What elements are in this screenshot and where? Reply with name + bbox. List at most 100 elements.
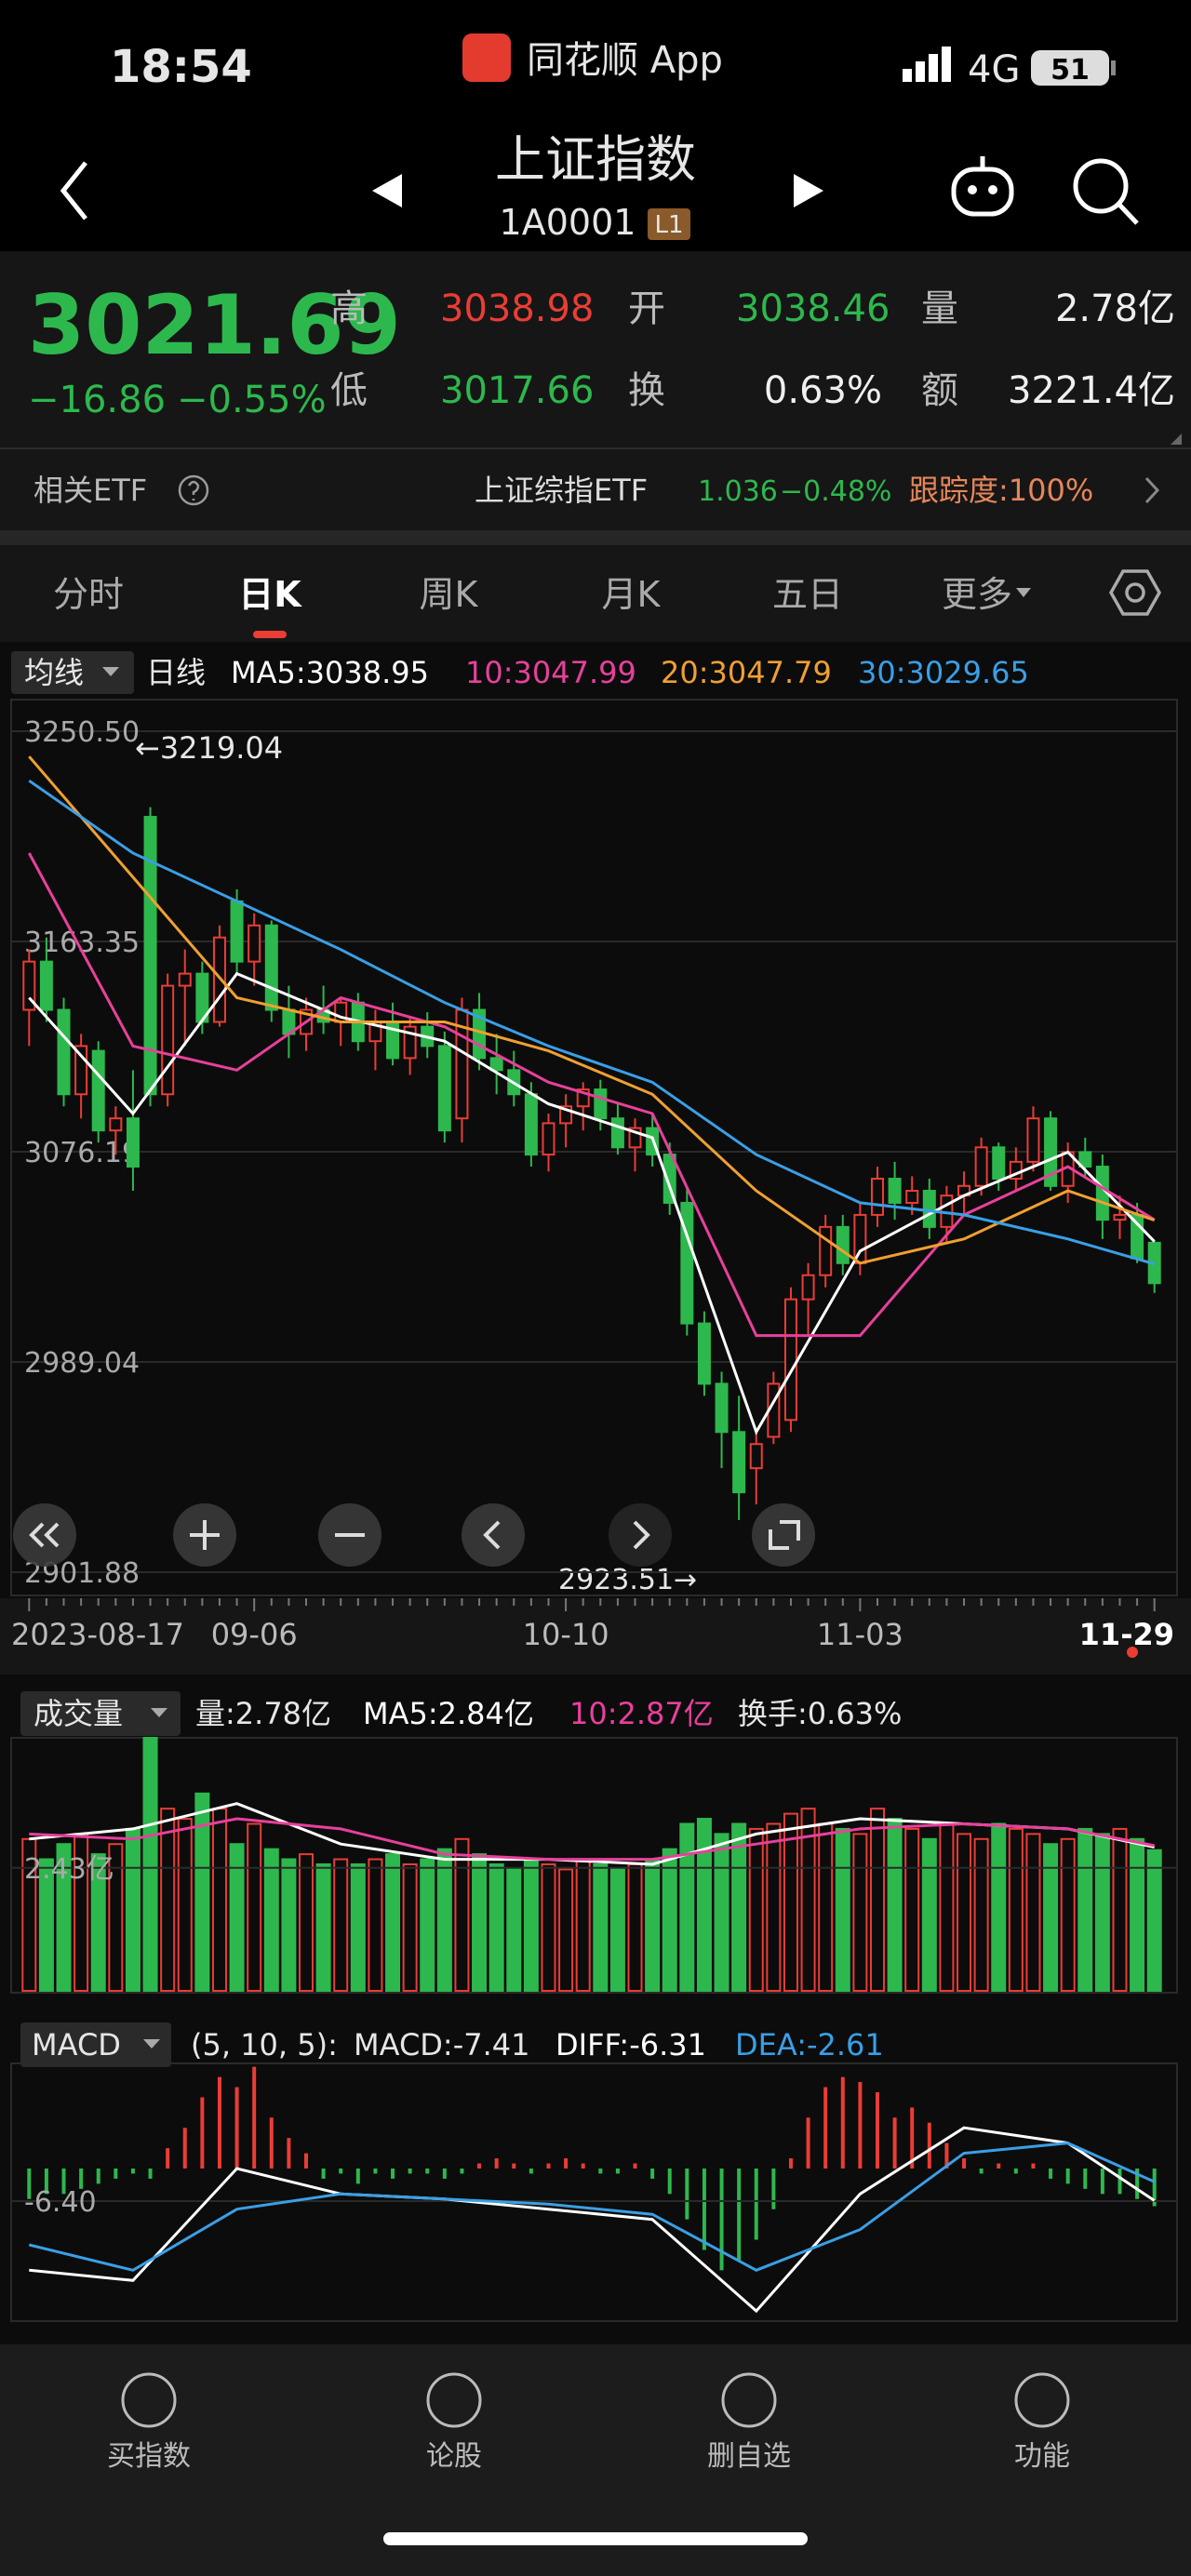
volume-bar [402,1863,418,1992]
volume-bar [1008,1827,1024,1993]
volume-bar [177,1818,193,1993]
next-button[interactable] [794,174,823,207]
chevron[interactable] [1144,476,1160,504]
volume-bar [1130,1837,1145,1993]
tab[interactable]: 周K [420,574,479,615]
volume-label: 量:2.78亿 [195,1696,331,1731]
nav-icon[interactable] [121,2372,177,2428]
volume-bar [56,1843,72,1992]
nav-label[interactable]: 删自选 [707,2440,791,2473]
home-indicator [383,2532,808,2545]
y-tick-label: 3250.50 [24,716,140,749]
x-tick-label: 11-29 [1079,1617,1174,1652]
tab[interactable]: 日K [238,574,302,615]
button-glyph [190,1520,220,1550]
candle-body [697,1322,711,1385]
latest-dot [1127,1647,1138,1658]
legend-entry: DIFF:-6.31 [555,2027,706,2062]
tab[interactable]: 月K [602,574,662,615]
legend-entry: MA5:3038.95 [231,655,429,690]
candle-body [783,1298,797,1421]
volume-bar [90,1853,106,1992]
field-label: 开 [628,287,665,330]
signal [903,47,951,82]
nav-label[interactable]: 买指数 [107,2440,191,2473]
help-icon[interactable] [178,474,209,506]
volume-bar [385,1853,401,1992]
volume-bar [160,1808,176,1993]
macd-selector[interactable] [20,2022,171,2067]
app-name: 同花顺 App [527,39,723,82]
volume-bar [609,1868,625,1992]
candle-body [248,924,261,963]
nav-label[interactable]: 功能 [1014,2440,1070,2473]
etf-name[interactable]: 上证综指ETF [475,473,648,508]
tab[interactable]: 分时 [53,574,124,615]
back-button[interactable] [60,161,87,220]
candle-body [1113,1213,1127,1221]
legend-entry: 30:3029.65 [858,655,1029,690]
chart-bg [0,642,1191,2344]
ma-selector-label: 均线 [24,655,84,690]
ma-line [28,2142,1156,2272]
volume-bar [800,1808,816,1993]
chart-button[interactable] [752,1503,815,1567]
volume-bar [142,1737,158,1992]
volume-bar [835,1827,850,1993]
nav-icon[interactable] [721,2372,777,2428]
volume-bar [662,1848,677,1993]
y-tick-label: 2.43亿 [24,1853,114,1886]
candle-body [489,1057,503,1072]
candle-body [836,1225,850,1264]
field-value: 3221.4亿 [1008,369,1175,412]
tab[interactable]: 五日 [772,574,843,615]
candle-body [922,1189,936,1228]
ma-selector[interactable] [11,651,134,694]
help-glyph [187,480,200,501]
chart-button[interactable] [462,1503,525,1567]
nav-icon[interactable] [426,2372,482,2428]
volume-bar [506,1868,522,1992]
period: 日线 [146,655,206,690]
tab[interactable]: 更多 [942,574,1012,615]
code: 1A0001 [500,202,636,243]
ma-line [29,2126,1156,2314]
battery-nub [1111,60,1116,75]
volume-bar [1112,1827,1128,1993]
macd-label: MACD:-7.41 [354,2027,530,2062]
volume-bar [368,1858,383,1993]
legend-entry: MA5:2.84亿 [363,1696,534,1731]
kline-frame [10,699,1178,1596]
etf-change: −0.48% [780,475,891,508]
prev-button[interactable] [372,174,402,207]
y-tick-label: 2989.04 [24,1347,140,1380]
volume-bar [973,1837,989,1993]
field-value: 0.63% [764,369,882,412]
y-tick-label: 3076.19 [24,1137,140,1169]
volume-bar [229,1843,245,1992]
volume-bar [454,1837,470,1993]
nav-label[interactable]: 论股 [426,2440,482,2473]
volume-bar [1025,1833,1041,1992]
volume-selector[interactable] [20,1691,181,1736]
candle-body [178,972,192,987]
candle-body [594,1088,608,1120]
volume-bar [1043,1843,1059,1992]
volume-bar [263,1848,279,1993]
caret [151,1708,167,1717]
volume-bar [904,1827,920,1993]
chart-button[interactable] [609,1503,672,1567]
volume-bar [350,1863,366,1992]
macd-params: (5, 10, 5): [191,2027,338,2062]
y-tick-label: 3163.35 [24,927,140,959]
x-tick-label: 10-10 [523,1617,609,1652]
settings-button[interactable] [1108,569,1162,616]
robot-button[interactable] [951,156,1014,217]
nav-icon[interactable] [1014,2372,1070,2428]
candle-body [974,1146,988,1187]
search-button[interactable] [1073,158,1139,225]
candle-body [819,1225,833,1276]
candle-body [680,1201,694,1325]
etf-price: 1.036 [698,475,778,508]
